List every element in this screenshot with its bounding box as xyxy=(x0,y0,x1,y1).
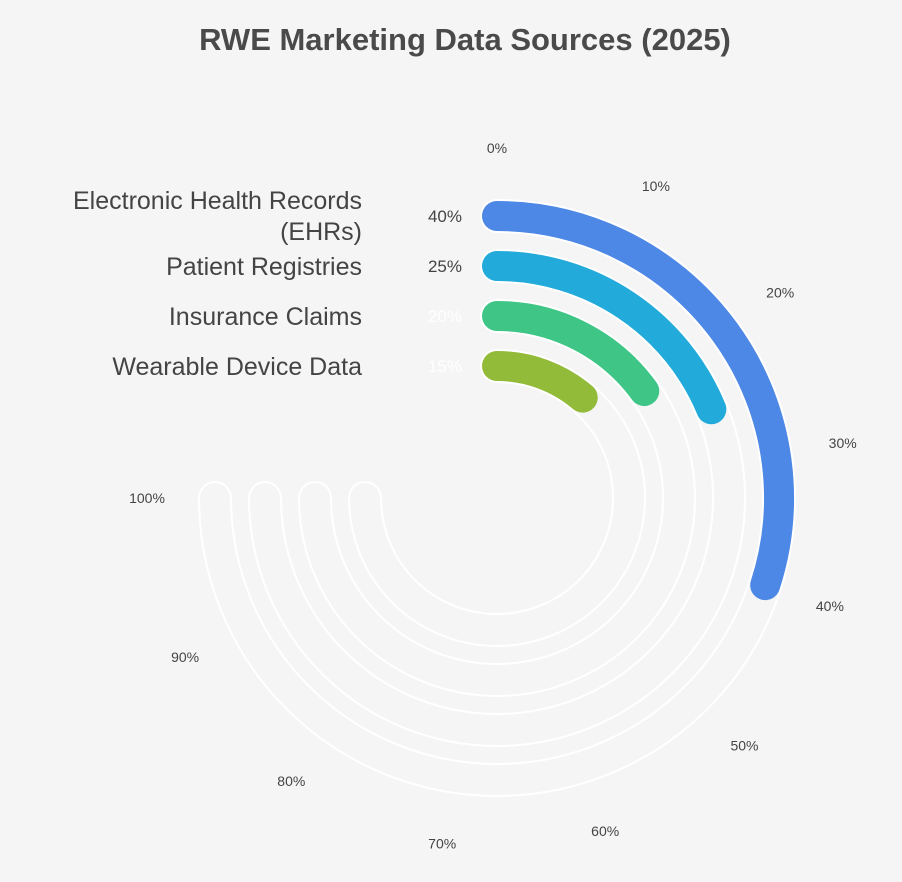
scale-tick-label: 20% xyxy=(766,284,794,300)
scale-tick-label: 80% xyxy=(277,773,305,789)
scale-tick-label: 90% xyxy=(171,649,199,665)
category-label: Insurance Claims xyxy=(169,303,362,331)
scale-tick-label: 10% xyxy=(642,178,670,194)
scale-tick-label: 40% xyxy=(816,598,844,614)
value-label: 40% xyxy=(428,207,462,226)
bar-group xyxy=(482,201,794,601)
radial-bar-3[interactable] xyxy=(482,351,598,413)
scale-tick-label: 60% xyxy=(591,823,619,839)
scale-tick-label: 100% xyxy=(129,490,165,506)
scale-tick-label: 70% xyxy=(428,836,456,852)
scale-tick-label: 0% xyxy=(487,140,507,156)
chart-title: RWE Marketing Data Sources (2025) xyxy=(199,22,731,57)
tick-label-group: 0% 10% 20% 30% 40% 50% 60% 70% 80% 90% 100% xyxy=(129,140,857,852)
category-label-group: 40% Electronic Health Records (EHRs) 25% Pat… xyxy=(73,187,462,381)
scale-tick-label: 50% xyxy=(730,738,758,754)
scale-tick-label: 30% xyxy=(829,435,857,451)
category-label: Electronic Health Records xyxy=(73,187,362,215)
radial-bar-0[interactable] xyxy=(482,201,794,601)
category-label: (EHRs) xyxy=(280,218,362,246)
category-label: Patient Registries xyxy=(166,253,362,281)
value-label: 25% xyxy=(428,257,462,276)
value-label: 15% xyxy=(428,357,462,376)
category-label: Wearable Device Data xyxy=(112,353,362,381)
radial-bar-1[interactable] xyxy=(482,251,727,425)
value-label: 20% xyxy=(428,307,462,326)
radial-bar-2[interactable] xyxy=(482,301,660,407)
